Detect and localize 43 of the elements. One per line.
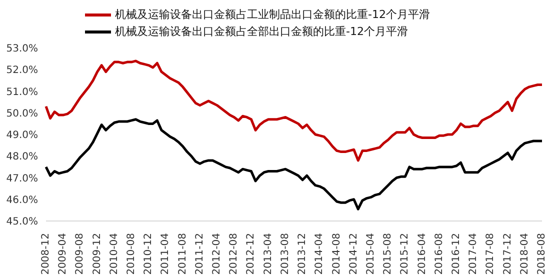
y-tick-label: 50.0%	[6, 108, 38, 120]
line-series	[44, 118, 544, 210]
y-tick-label: 49.0%	[6, 130, 38, 142]
x-tick-label: 2013-12	[297, 233, 308, 275]
x-tick-label: 2009-08	[74, 233, 86, 275]
x-tick-label: 2017-12	[502, 233, 514, 275]
y-tick-label: 46.0%	[6, 194, 38, 206]
x-tick-label: 2015-08	[382, 233, 394, 275]
x-tick-label: 2009-12	[92, 233, 103, 275]
x-tick-label: 2014-08	[331, 233, 342, 275]
x-tick-label: 2011-04	[160, 233, 172, 275]
y-tick-label: 45.0%	[6, 216, 38, 228]
y-tick-label: 48.0%	[6, 152, 38, 163]
x-tick-label: 2015-04	[365, 233, 376, 275]
x-tick-label: 2011-12	[194, 233, 206, 275]
x-tick-label: 2012-12	[246, 233, 257, 275]
x-tick-label: 2010-04	[108, 233, 120, 275]
x-tick-label: 2018-04	[519, 233, 530, 275]
legend-label: 机械及运输设备出口金额占工业制品出口金额的比重-12个月平滑	[115, 7, 430, 23]
x-tick-label: 2010-12	[143, 233, 154, 275]
x-tick-label: 2017-08	[485, 233, 496, 275]
legend-label: 机械及运输设备出口金额占全部出口金额的比重-12个月平滑	[115, 24, 408, 40]
y-tick-label: 53.0%	[6, 44, 38, 55]
x-tick-label: 2015-12	[400, 233, 411, 275]
x-tick-label: 2018-08	[536, 233, 548, 275]
x-tick-label: 2014-12	[348, 233, 360, 275]
x-tick-label: 2009-04	[58, 233, 69, 275]
y-tick-label: 51.0%	[6, 86, 38, 98]
line-series	[44, 60, 544, 162]
x-tick-label: 2017-04	[468, 233, 480, 275]
x-tick-label: 2010-08	[126, 233, 138, 275]
x-tick-label: 2016-12	[450, 233, 462, 275]
x-tick-label: 2012-08	[228, 233, 240, 275]
y-tick-label: 47.0%	[6, 173, 38, 184]
x-tick-label: 2008-12	[40, 233, 52, 275]
x-tick-label: 2013-04	[262, 233, 274, 275]
x-tick-label: 2014-04	[314, 233, 326, 275]
x-tick-label: 2016-04	[416, 233, 428, 275]
x-tick-label: 2013-08	[280, 233, 291, 275]
x-tick-label: 2012-04	[212, 233, 223, 275]
y-tick-label: 52.0%	[6, 65, 38, 76]
x-tick-label: 2011-08	[177, 233, 188, 275]
x-tick-label: 2016-08	[434, 233, 445, 275]
